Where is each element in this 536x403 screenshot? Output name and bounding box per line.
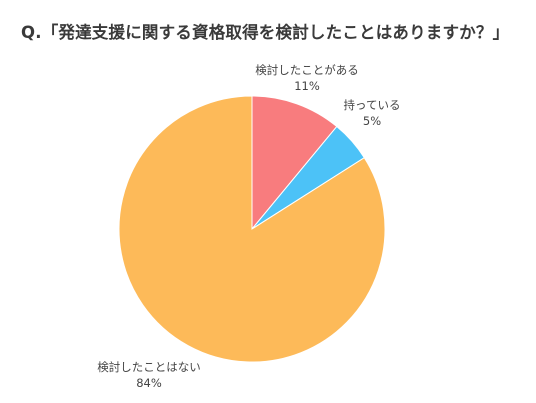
slice-value-label-1: 11%: [294, 79, 320, 93]
slice-label-1: 検討したことがある: [255, 63, 359, 77]
pie-slice-3: [118, 95, 386, 363]
slice-label-2: 持っている: [344, 98, 401, 112]
chart-title: Q.「発達支援に関する資格取得を検討したことはありますか？」: [21, 23, 510, 42]
pie-slice-1: [251, 95, 338, 231]
pie-labels: 検討したことがある 11% 持っている 5% 検討したことはない 84%: [97, 63, 400, 390]
pie-slices: [118, 95, 386, 363]
slice-label-3: 検討したことはない: [97, 360, 201, 374]
slice-value-label-2: 5%: [363, 114, 381, 128]
slice-value-label-3: 84%: [136, 376, 162, 390]
